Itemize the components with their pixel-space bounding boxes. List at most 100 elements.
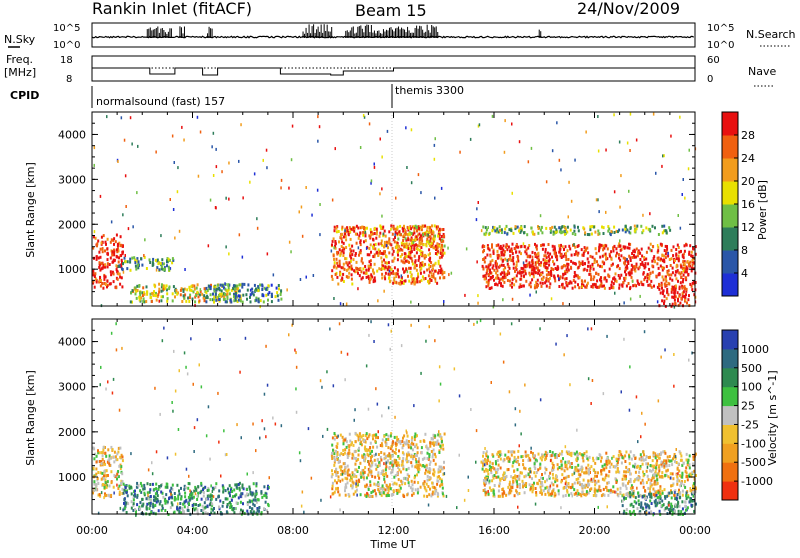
echo-cell bbox=[410, 227, 412, 230]
echo-cell bbox=[161, 258, 163, 261]
echo-cell bbox=[503, 268, 505, 271]
echo-cell bbox=[431, 232, 433, 235]
echo-cell bbox=[491, 246, 493, 249]
echo-cell bbox=[389, 273, 391, 276]
echo-cell bbox=[544, 259, 546, 262]
echo-cell bbox=[554, 245, 556, 248]
echo-cell bbox=[228, 286, 230, 289]
echo-cell bbox=[378, 477, 380, 480]
echo-cell bbox=[634, 270, 636, 273]
echo-cell bbox=[94, 275, 96, 278]
echo-cell bbox=[402, 239, 404, 242]
echo-cell bbox=[365, 239, 367, 242]
echo-cell bbox=[103, 234, 105, 237]
echo-cell bbox=[643, 271, 645, 274]
echo-cell bbox=[103, 278, 105, 281]
echo-cell bbox=[487, 459, 489, 462]
echo-cell bbox=[104, 452, 106, 455]
echo-cell bbox=[502, 285, 504, 288]
echo-cell bbox=[388, 230, 390, 233]
echo-cell bbox=[521, 245, 523, 248]
echo-cell bbox=[596, 279, 598, 282]
echo-cell bbox=[183, 139, 185, 142]
freq-label-line2: [MHz] bbox=[4, 66, 36, 79]
echo-cell bbox=[631, 252, 633, 255]
echo-cell bbox=[247, 283, 249, 286]
echo-cell bbox=[239, 233, 241, 236]
echo-cell bbox=[374, 459, 376, 462]
echo-cell bbox=[137, 264, 139, 267]
echo-cell bbox=[103, 275, 105, 278]
echo-cell bbox=[378, 464, 380, 467]
echo-cell bbox=[495, 469, 497, 472]
echo-cell bbox=[209, 285, 211, 288]
echo-cell bbox=[339, 466, 341, 469]
echo-cell bbox=[258, 498, 260, 501]
echo-cell bbox=[511, 286, 513, 289]
noise-right-label: N.Search bbox=[746, 28, 796, 41]
echo-cell bbox=[380, 459, 382, 462]
echo-cell bbox=[622, 478, 624, 481]
echo-cell bbox=[666, 271, 668, 274]
echo-cell bbox=[255, 499, 257, 502]
echo-cell bbox=[343, 263, 345, 266]
echo-cell bbox=[490, 277, 492, 280]
echo-cell bbox=[398, 478, 400, 481]
echo-cell bbox=[101, 472, 103, 475]
echo-cell bbox=[382, 252, 384, 255]
echo-cell bbox=[603, 488, 605, 491]
echo-cell bbox=[563, 248, 565, 251]
echo-cell bbox=[366, 227, 368, 230]
freq-left-tick-bottom: 8 bbox=[66, 74, 72, 85]
echo-cell bbox=[333, 464, 335, 467]
echo-cell bbox=[678, 271, 680, 274]
echo-cell bbox=[597, 264, 599, 267]
echo-cell bbox=[610, 489, 612, 492]
echo-cell bbox=[555, 231, 557, 234]
echo-cell bbox=[492, 453, 494, 456]
echo-cell bbox=[587, 282, 589, 285]
echo-cell bbox=[365, 272, 367, 275]
echo-cell bbox=[686, 302, 688, 305]
echo-cell bbox=[350, 238, 352, 241]
echo-cell bbox=[598, 150, 600, 153]
echo-cell bbox=[431, 437, 433, 440]
echo-cell bbox=[574, 262, 576, 265]
echo-cell bbox=[525, 280, 527, 283]
echo-cell bbox=[584, 262, 586, 265]
echo-cell bbox=[394, 451, 396, 454]
echo-cell bbox=[568, 486, 570, 489]
echo-cell bbox=[559, 159, 561, 162]
echo-cell bbox=[597, 471, 599, 474]
echo-cell bbox=[537, 252, 539, 255]
echo-cell bbox=[583, 493, 585, 496]
echo-cell bbox=[337, 490, 339, 493]
echo-cell bbox=[311, 214, 313, 217]
echo-cell bbox=[101, 262, 103, 265]
echo-cell bbox=[225, 489, 227, 492]
echo-cell bbox=[516, 261, 518, 264]
echo-cell bbox=[410, 486, 412, 489]
echo-cell bbox=[522, 485, 524, 488]
echo-cell bbox=[549, 450, 551, 453]
echo-cell bbox=[655, 275, 657, 278]
echo-cell bbox=[124, 489, 126, 492]
echo-cell bbox=[591, 225, 593, 228]
echo-cell bbox=[586, 286, 588, 289]
echo-cell bbox=[168, 268, 170, 271]
echo-cell bbox=[432, 491, 434, 494]
echo-cell bbox=[168, 287, 170, 290]
echo-cell bbox=[558, 277, 560, 280]
echo-cell bbox=[424, 254, 426, 257]
echo-cell bbox=[661, 165, 663, 168]
echo-cell bbox=[478, 201, 480, 204]
echo-cell bbox=[577, 283, 579, 286]
echo-cell bbox=[374, 247, 376, 250]
echo-cell bbox=[426, 238, 428, 241]
echo-cell bbox=[421, 446, 423, 449]
echo-cell bbox=[640, 453, 642, 456]
echo-cell bbox=[658, 233, 660, 236]
echo-cell bbox=[370, 273, 372, 276]
echo-cell bbox=[393, 250, 395, 253]
echo-cell bbox=[389, 280, 391, 283]
